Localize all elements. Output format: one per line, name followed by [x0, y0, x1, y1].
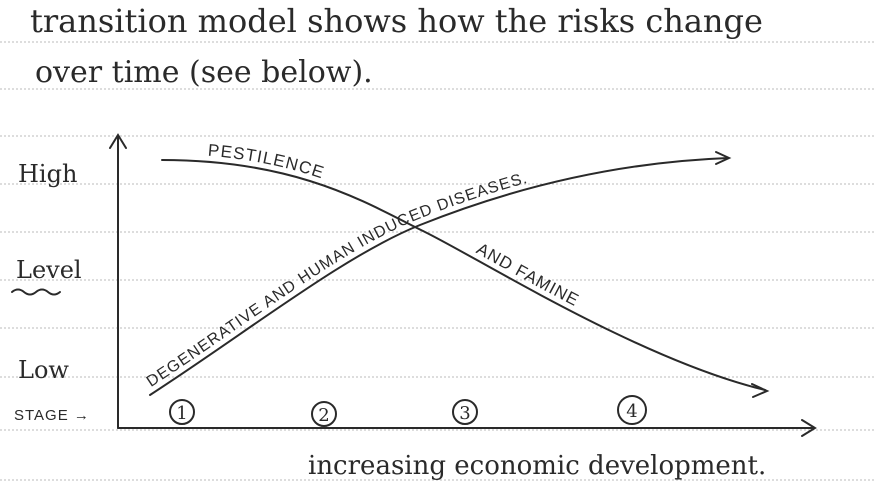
stage-number: 4 — [626, 401, 637, 422]
arrowhead — [751, 383, 770, 398]
pestilence-curve — [161, 159, 766, 391]
stage-circle — [311, 401, 337, 427]
stage-circle — [452, 399, 478, 425]
stage-markers: 1 2 3 4 — [169, 395, 647, 427]
underline — [11, 288, 61, 296]
arrowhead — [715, 151, 732, 165]
stage-number: 3 — [459, 403, 470, 424]
ruled-lines — [0, 41, 875, 481]
curve-label: PESTILENCE — [207, 141, 327, 183]
curve-label: AND FAMINE — [473, 239, 582, 310]
x-axis — [117, 419, 817, 437]
y-axis — [109, 133, 127, 429]
disease-curve — [149, 157, 729, 396]
curve-label-part: PESTILENCE — [207, 141, 326, 183]
stage-number: 2 — [318, 405, 329, 426]
axes — [109, 133, 817, 437]
stage-label: STAGE → — [14, 407, 90, 424]
y-axis-label: High — [18, 160, 77, 188]
curve-label-part: AND FAMINE — [473, 239, 581, 310]
stage-circle — [169, 399, 195, 425]
stage-number: 1 — [176, 403, 187, 424]
text-line: transition model shows how the risks cha… — [30, 2, 763, 40]
x-axis-label: increasing economic development. — [308, 451, 766, 481]
y-axis-label: Level — [16, 256, 82, 284]
text-line: over time (see below). — [35, 55, 373, 90]
y-axis-label: Low — [18, 356, 69, 384]
stage-circle — [617, 395, 647, 425]
